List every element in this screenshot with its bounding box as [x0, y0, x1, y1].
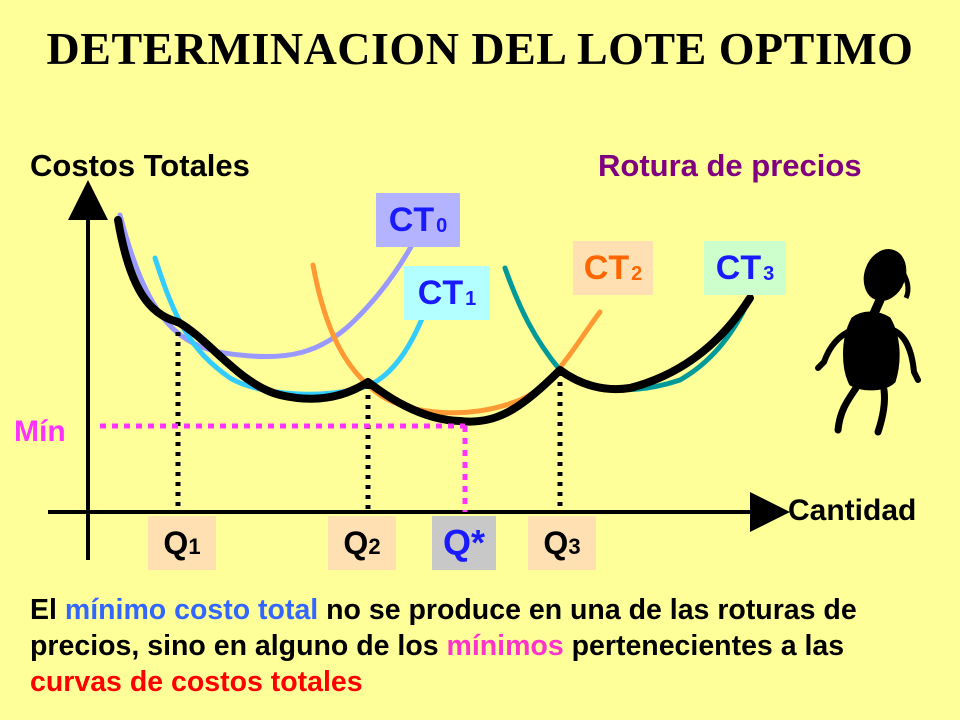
min-label: Mín: [14, 415, 66, 448]
highlight-costo-total: costo total: [174, 594, 319, 626]
y-axis-label: Costos Totales: [30, 148, 250, 183]
curve-ct1: [152, 255, 428, 397]
curve-label-ct0: CT 0: [376, 193, 460, 247]
thinking-person-icon: [815, 249, 921, 436]
curve-label-ct2: CT 2: [573, 241, 653, 295]
x-axis-label: Cantidad: [788, 494, 917, 527]
page-title: DETERMINACION DEL LOTE OPTIMO: [46, 23, 914, 74]
highlight-minimos: mínimos: [446, 630, 564, 662]
price-break-label: Rotura de precios: [598, 148, 862, 183]
curve-label-ct3: CT 3: [704, 241, 786, 295]
highlight-minimo: mínimo: [64, 594, 167, 626]
qstar-label: Q*: [432, 516, 496, 570]
explanation-paragraph: El mínimo costo total no se produce en u…: [30, 594, 857, 698]
highlight-curvas: curvas de costos totales: [30, 666, 363, 698]
total-cost-envelope: [114, 216, 754, 426]
curve-label-ct1: CT 1: [404, 266, 490, 320]
curve-ct2: [310, 262, 603, 416]
